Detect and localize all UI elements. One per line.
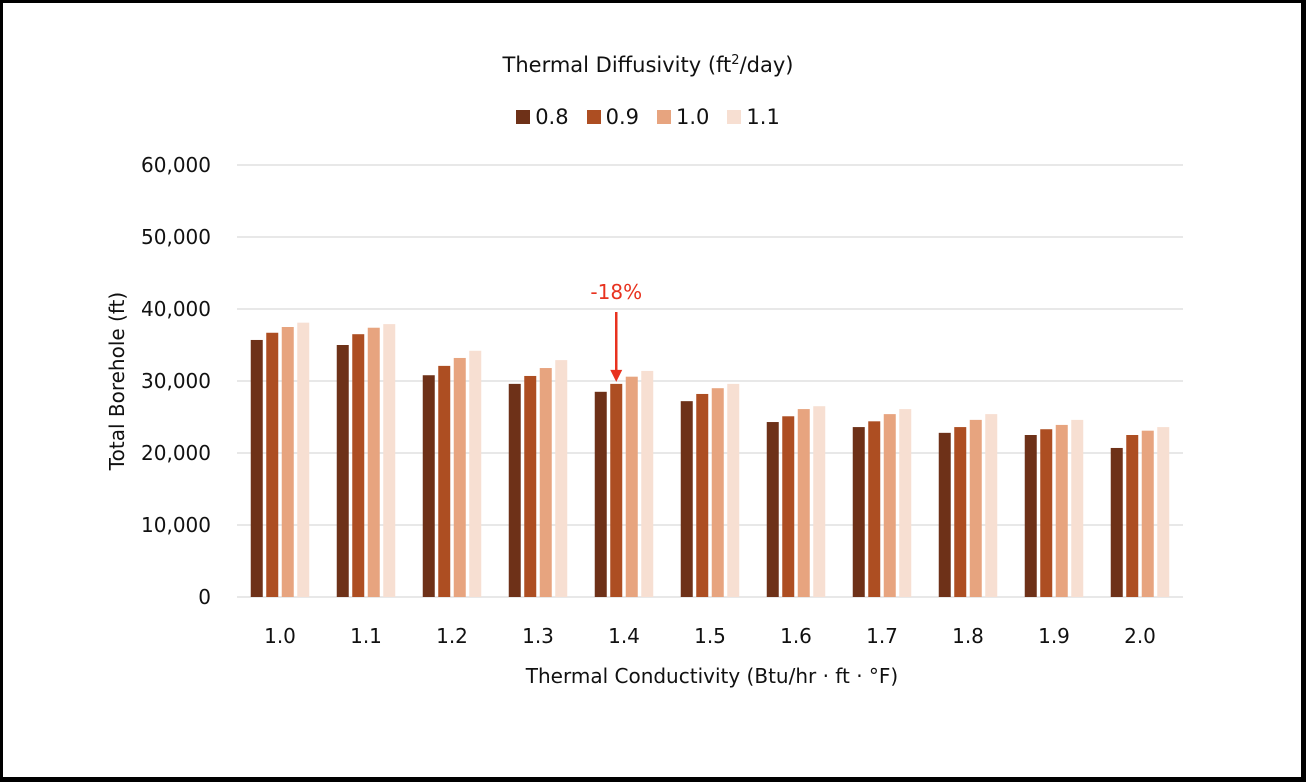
x-tick-label: 1.7	[866, 624, 898, 648]
bar	[336, 345, 349, 597]
y-tick-label: 0	[198, 585, 211, 609]
legend-label: 0.9	[605, 105, 639, 129]
legend-title-superscript: 2	[731, 53, 740, 68]
legend-title: Thermal Diffusivity (ft2/day)	[3, 53, 1293, 77]
legend-item: 1.1	[727, 105, 780, 129]
bar	[1126, 435, 1139, 597]
bar	[1040, 429, 1053, 597]
annotation-arrow-head	[610, 369, 623, 382]
legend-swatch	[586, 110, 601, 124]
bar	[594, 391, 607, 597]
bar	[469, 350, 482, 597]
bar	[1110, 447, 1123, 597]
bar	[727, 383, 740, 597]
legend-swatch	[516, 110, 531, 124]
bar	[352, 334, 365, 597]
y-tick-label: 60,000	[141, 153, 211, 177]
bar	[938, 432, 951, 597]
x-tick-label: 1.3	[522, 624, 554, 648]
bar	[852, 427, 865, 597]
bar	[1157, 427, 1170, 597]
x-axis-label: Thermal Conductivity (Btu/hr · ft · °F)	[525, 664, 898, 688]
bar	[625, 376, 638, 597]
bar	[250, 339, 263, 597]
bar	[281, 327, 294, 597]
bar	[1024, 435, 1037, 597]
bar	[680, 401, 693, 597]
bar	[422, 375, 435, 597]
bar	[1055, 424, 1068, 597]
bar	[524, 375, 537, 597]
bar	[266, 332, 279, 597]
bar	[1071, 419, 1084, 597]
legend-label: 1.1	[746, 105, 780, 129]
bar	[985, 414, 998, 597]
bar	[813, 406, 826, 597]
bar	[539, 368, 552, 597]
bar	[711, 388, 724, 597]
bar	[766, 422, 779, 597]
legend-swatch	[657, 110, 671, 124]
bar	[438, 365, 451, 597]
legend-title-text: Thermal Diffusivity (ft	[502, 53, 732, 77]
bar	[297, 322, 310, 597]
bar	[367, 327, 380, 597]
y-tick-label: 40,000	[141, 297, 211, 321]
bar	[610, 383, 623, 597]
x-tick-label: 1.5	[694, 624, 726, 648]
bar	[1141, 430, 1154, 597]
x-tick-label: 1.2	[436, 624, 468, 648]
x-tick-label: 1.4	[608, 624, 640, 648]
y-tick-label: 50,000	[141, 225, 211, 249]
legend-title-end: /day)	[739, 53, 794, 77]
bar	[453, 357, 466, 597]
bar	[954, 427, 967, 597]
bar	[782, 416, 795, 597]
legend-item: 0.8	[516, 105, 569, 129]
bar	[508, 383, 521, 597]
x-tick-label: 1.1	[350, 624, 382, 648]
legend-label: 0.8	[535, 105, 569, 129]
legend-label: 1.0	[676, 105, 710, 129]
legend-item: 1.0	[657, 105, 709, 129]
bar	[696, 393, 709, 597]
bar	[555, 360, 568, 597]
bar	[641, 370, 654, 597]
x-tick-label: 1.0	[264, 624, 296, 648]
y-axis-label: Total Borehole (ft)	[105, 292, 129, 471]
bar	[797, 409, 810, 597]
x-tick-label: 1.9	[1038, 624, 1070, 648]
x-tick-label: 2.0	[1124, 624, 1156, 648]
x-tick-label: 1.6	[780, 624, 812, 648]
bar	[383, 324, 396, 597]
bar	[883, 414, 896, 597]
y-tick-label: 20,000	[141, 441, 211, 465]
legend: 0.8 0.9 1.0 1.1	[3, 105, 1293, 129]
bar	[868, 421, 881, 597]
y-tick-label: 10,000	[141, 513, 211, 537]
annotation-label: -18%	[590, 280, 642, 304]
y-tick-label: 30,000	[141, 369, 211, 393]
legend-item: 0.9	[586, 105, 639, 129]
x-tick-label: 1.8	[952, 624, 984, 648]
legend-swatch	[727, 110, 742, 124]
bar	[969, 419, 982, 597]
bar	[899, 409, 912, 597]
